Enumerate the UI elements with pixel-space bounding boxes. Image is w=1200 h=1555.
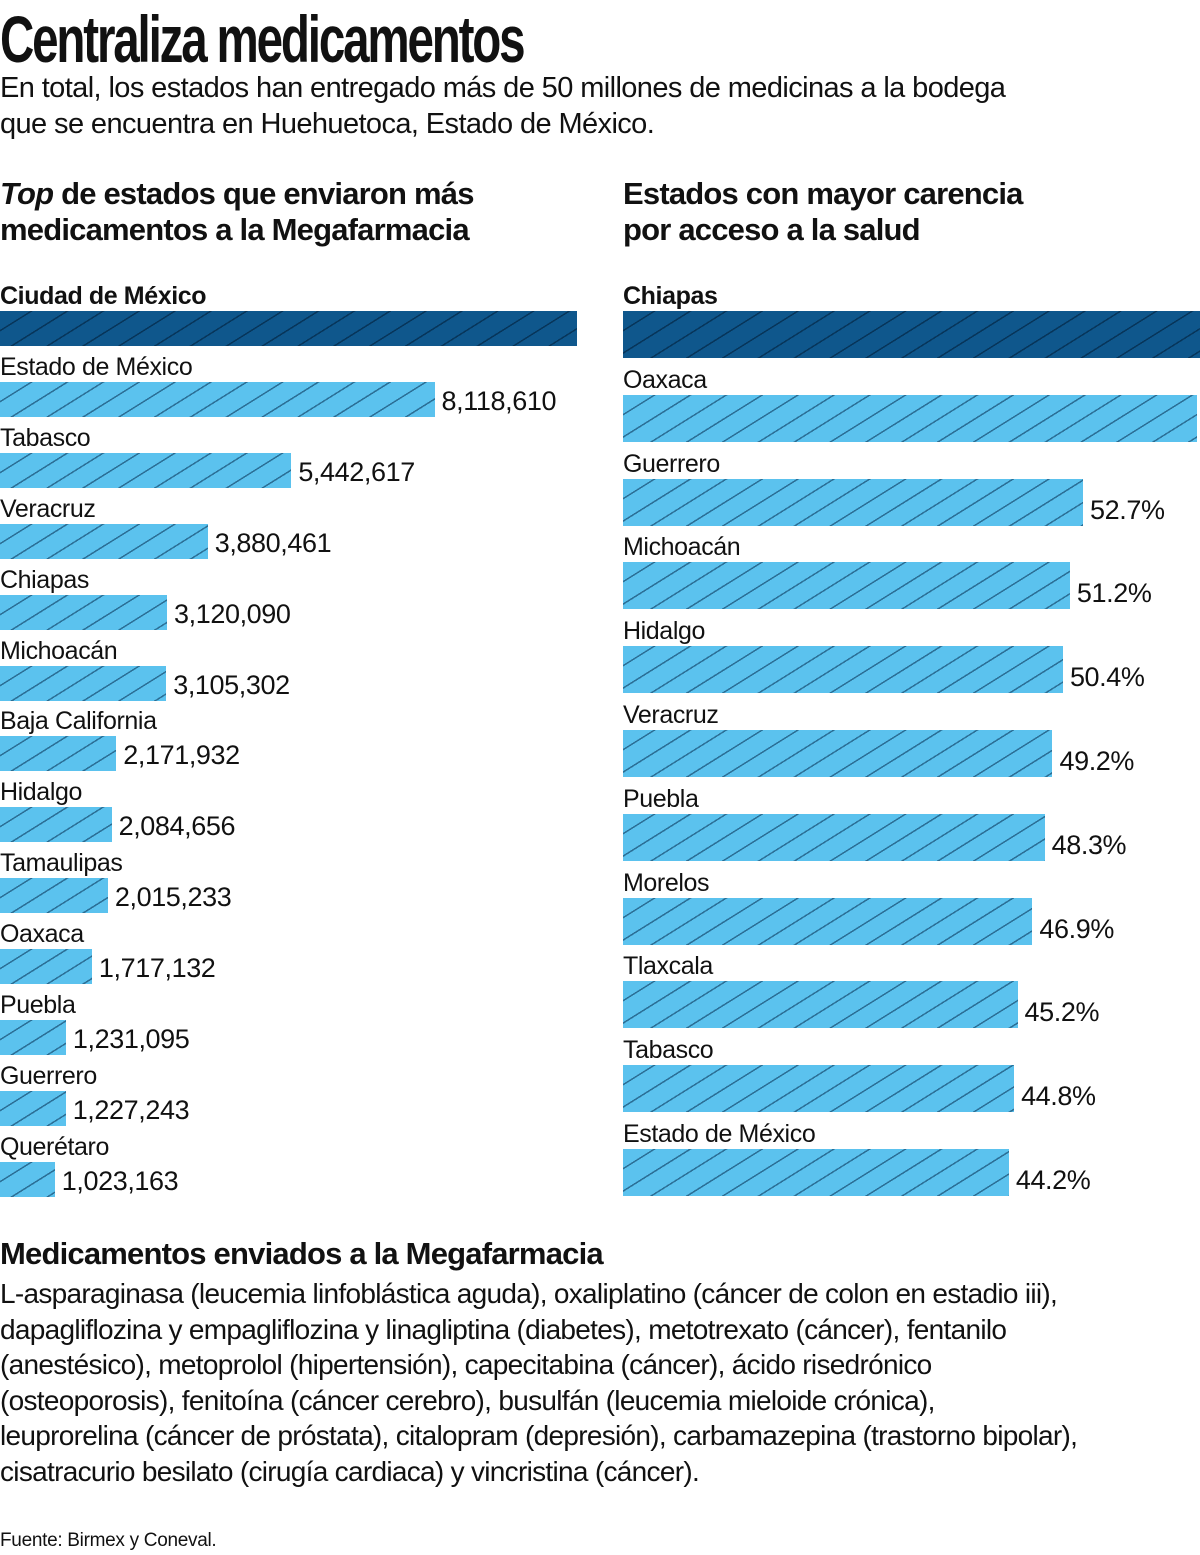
category-label-tabasco: Tabasco <box>623 1036 714 1065</box>
bar-morelos <box>623 897 1033 945</box>
right-chart-title-line: Estados con mayor carencia <box>623 176 1023 211</box>
right-chart-title: Estados con mayor carencia por acceso a … <box>623 176 1023 248</box>
value-label-hidalgo: 50.4% <box>1069 662 1145 693</box>
category-label-queretaro: Querétaro <box>0 1132 109 1161</box>
bar-chiapas <box>623 311 1200 358</box>
bar-oaxaca <box>623 394 1197 442</box>
category-label-tamaulipas: Tamaulipas <box>0 849 123 878</box>
left-chart-title-line: medicamentos a la Megafarmacia <box>0 212 470 247</box>
value-label-puebla: 48.3% <box>1051 829 1127 860</box>
bar-tabasco <box>623 1065 1015 1113</box>
category-label-puebla: Puebla <box>623 784 699 813</box>
category-label-guerrero: Guerrero <box>0 1061 97 1090</box>
bar-guerrero <box>0 1090 66 1126</box>
bar-veracruz <box>623 730 1053 777</box>
left-chart-title-line: de estados que enviaron más <box>53 176 474 211</box>
bar-puebla <box>0 1020 66 1055</box>
bar-hidalgo <box>0 807 112 843</box>
category-label-estado-de-mexico: Estado de México <box>0 352 193 381</box>
category-label-puebla: Puebla <box>0 991 76 1019</box>
category-label-tlaxcala: Tlaxcala <box>623 952 713 981</box>
category-label-michoacan: Michoacán <box>623 533 741 562</box>
medicines-line: L-asparaginasa (leucemia linfoblástica a… <box>0 1278 1058 1309</box>
bar-oaxaca <box>0 949 92 985</box>
right-chart-title-line: por acceso a la salud <box>623 212 921 247</box>
value-label-oaxaca: 1,717,132 <box>98 953 216 984</box>
value-label-puebla: 1,231,095 <box>72 1024 190 1054</box>
bar-estado-de-mexico <box>623 1149 1009 1196</box>
source-note: Fuente: Birmex y Coneval. <box>0 1530 217 1551</box>
bar-tabasco <box>0 452 292 488</box>
category-label-hidalgo: Hidalgo <box>623 617 705 646</box>
category-label-ciudad-de-mexico: Ciudad de México <box>0 282 207 310</box>
bar-baja-california <box>0 736 117 772</box>
value-label-guerrero: 1,227,243 <box>72 1094 190 1125</box>
category-label-hidalgo: Hidalgo <box>0 778 82 807</box>
category-label-oaxaca: Oaxaca <box>0 920 84 949</box>
category-label-veracruz: Veracruz <box>0 494 96 523</box>
category-label-michoacan: Michoacán <box>0 636 118 665</box>
bar-tamaulipas <box>0 878 108 914</box>
medicines-line: cisatracurio besilato (cirugía cardiaca)… <box>0 1455 700 1487</box>
value-label-tlaxcala: 45.2% <box>1024 997 1100 1028</box>
category-label-tabasco: Tabasco <box>0 423 91 452</box>
value-label-tamaulipas: 2,015,233 <box>114 882 232 913</box>
value-label-tabasco: 5,442,617 <box>298 456 415 487</box>
bar-veracruz <box>0 523 208 559</box>
medicines-line: dapagliflozina y empagliflozina y linagl… <box>0 1313 1007 1345</box>
value-label-veracruz: 49.2% <box>1059 746 1135 776</box>
value-label-morelos: 46.9% <box>1039 913 1114 944</box>
bar-hidalgo <box>623 646 1063 694</box>
bar-chiapas <box>0 594 167 630</box>
category-label-baja-california: Baja California <box>0 707 157 736</box>
medicines-paragraph: L-asparaginasa (leucemia linfoblástica a… <box>0 1276 1078 1489</box>
value-label-baja-california: 2,171,932 <box>123 740 240 771</box>
medicines-line: (osteoporosis), fenitoína (cáncer cerebr… <box>0 1384 935 1416</box>
subtitle-line: que se encuentra en Huehuetoca, Estado d… <box>0 108 655 140</box>
category-label-guerrero: Guerrero <box>623 449 720 478</box>
category-label-morelos: Morelos <box>623 868 710 897</box>
bar-estado-de-mexico <box>0 381 435 417</box>
medicines-line: (anestésico), metoprolol (hipertensión),… <box>0 1349 932 1380</box>
bar-tlaxcala <box>623 981 1018 1029</box>
value-label-guerrero: 52.7% <box>1090 494 1165 525</box>
value-label-tabasco: 44.8% <box>1021 1081 1096 1112</box>
category-label-oaxaca: Oaxaca <box>623 365 707 394</box>
category-label-chiapas: Chiapas <box>0 565 89 594</box>
value-label-veracruz: 3,880,461 <box>214 527 332 558</box>
subtitle-line: En total, los estados han entregado más … <box>0 72 1006 104</box>
bar-puebla <box>623 813 1045 861</box>
value-label-chiapas: 3,120,090 <box>174 598 291 629</box>
left-chart-title-italic: Top <box>0 176 54 211</box>
bar-ciudad-de-mexico <box>0 311 577 346</box>
value-label-hidalgo: 2,084,656 <box>118 811 236 842</box>
value-label-michoacan: 51.2% <box>1076 578 1152 609</box>
medicines-line: leuprorelina (cáncer de próstata), cital… <box>0 1420 1078 1451</box>
category-label-estado-de-mexico: Estado de México <box>623 1120 816 1148</box>
page-title: Centraliza medicamentos <box>0 2 526 76</box>
bar-michoacan <box>0 665 167 701</box>
value-label-queretaro: 1,023,163 <box>61 1165 179 1196</box>
value-label-michoacan: 3,105,302 <box>173 669 290 700</box>
medicines-heading: Medicamentos enviados a la Megafarmacia <box>0 1236 604 1271</box>
left-chart-title: Top de estados que enviaron más medicame… <box>0 176 474 248</box>
category-label-veracruz: Veracruz <box>623 701 719 729</box>
bar-guerrero <box>623 478 1084 526</box>
bar-queretaro <box>0 1161 55 1197</box>
category-label-chiapas: Chiapas <box>623 282 718 310</box>
subtitle: En total, los estados han entregado más … <box>0 70 1006 142</box>
bar-michoacan <box>623 562 1070 610</box>
value-label-estado-de-mexico: 44.2% <box>1015 1165 1091 1195</box>
value-label-estado-de-mexico: 8,118,610 <box>441 385 557 416</box>
